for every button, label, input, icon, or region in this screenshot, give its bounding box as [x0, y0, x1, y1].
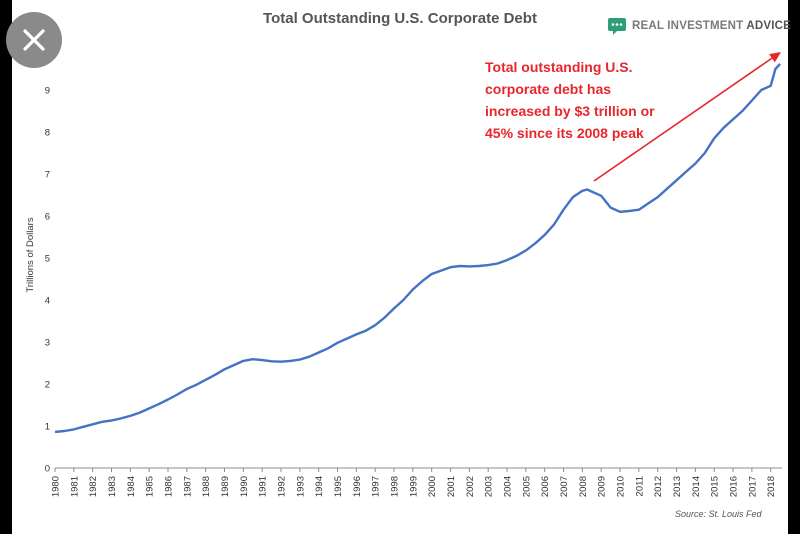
annotation-line: 45% since its 2008 peak	[485, 125, 644, 141]
x-tick-label: 1986	[164, 476, 175, 497]
x-tick-label: 1993	[295, 476, 306, 497]
annotation-line: corporate debt has	[485, 81, 612, 97]
x-tick-label: 2005	[521, 476, 532, 497]
x-tick-label: 1999	[408, 476, 419, 497]
x-tick-label: 2014	[691, 476, 702, 497]
y-axis-label: Trillions of Dollars	[25, 217, 36, 292]
y-tick-label: 2	[45, 380, 50, 391]
source-note: Source: St. Louis Fed	[675, 509, 762, 519]
arrow-shaft	[593, 56, 774, 182]
annotation-text: Total outstanding U.S. corporate debt ha…	[485, 56, 685, 144]
brand-name-prefix: REAL INVESTMENT	[632, 20, 747, 32]
x-tick-label: 1990	[239, 476, 250, 497]
x-tick-label: 2011	[634, 476, 645, 496]
close-button[interactable]	[6, 12, 62, 68]
x-tick-label: 2002	[465, 476, 476, 497]
chat-bubble-icon	[608, 18, 626, 35]
x-tick-label: 2006	[540, 476, 551, 497]
y-tick-label: 9	[45, 86, 50, 97]
y-tick-label: 4	[45, 296, 50, 307]
x-tick-label: 2010	[616, 476, 627, 497]
annotation-line: increased by $3 trillion or	[485, 103, 655, 119]
x-tick-label: 2003	[484, 476, 495, 497]
x-tick-label: 1989	[220, 476, 231, 497]
x-tick-label: 1992	[277, 476, 288, 497]
chart-title: Total Outstanding U.S. Corporate Debt	[263, 10, 537, 27]
y-tick-label: 0	[45, 464, 50, 475]
x-tick-label: 2016	[729, 476, 740, 497]
series-line	[54, 63, 781, 434]
x-tick-label: 1980	[51, 476, 62, 497]
x-tick-label: 2007	[559, 476, 570, 497]
x-tick-label: 1994	[314, 476, 325, 497]
axes	[54, 467, 782, 472]
y-tick-label: 7	[45, 170, 50, 181]
series-layer	[54, 63, 781, 434]
x-tick-label: 1998	[390, 476, 401, 497]
x-tick-label: 2000	[427, 476, 438, 497]
arrow-head	[769, 52, 781, 63]
x-tick-label: 1991	[258, 476, 269, 497]
x-tick-label: 1981	[69, 476, 80, 497]
y-tick-label: 8	[45, 128, 50, 139]
x-tick-label: 2015	[710, 476, 721, 497]
x-tick-label: 1988	[201, 476, 212, 497]
x-tick-label: 2018	[766, 476, 777, 497]
x-tick-label: 1995	[333, 476, 344, 497]
x-tick-label: 2013	[672, 476, 683, 497]
annotation-arrow	[593, 52, 781, 182]
x-tick-label: 2008	[578, 476, 589, 497]
brand-logo: REAL INVESTMENT ADVICE	[607, 16, 791, 36]
x-tick-label: 1984	[126, 476, 137, 497]
tick-labels: 0123456789101980198119821983198419851986…	[39, 44, 777, 498]
x-tick-label: 1983	[107, 476, 118, 497]
y-tick-label: 1	[45, 422, 50, 433]
y-tick-label: 5	[45, 254, 50, 265]
x-tick-label: 2012	[653, 476, 664, 497]
x-tick-label: 1996	[352, 476, 363, 497]
brand-name-suffix: ADVICE	[746, 20, 792, 32]
x-tick-label: 2009	[597, 476, 608, 497]
y-tick-label: 6	[45, 212, 50, 223]
chart-panel	[12, 0, 788, 534]
annotation-line: Total outstanding U.S.	[485, 59, 633, 75]
x-tick-label: 1985	[145, 476, 156, 497]
x-tick-label: 2001	[446, 476, 457, 497]
close-icon	[23, 29, 45, 51]
x-tick-label: 1997	[371, 476, 382, 497]
x-tick-label: 1987	[182, 476, 193, 497]
x-tick-label: 2017	[747, 476, 758, 497]
x-tick-label: 1982	[88, 476, 99, 497]
x-tick-label: 2004	[503, 476, 514, 497]
brand-name: REAL INVESTMENT ADVICE	[632, 20, 791, 32]
y-tick-label: 3	[45, 338, 50, 349]
